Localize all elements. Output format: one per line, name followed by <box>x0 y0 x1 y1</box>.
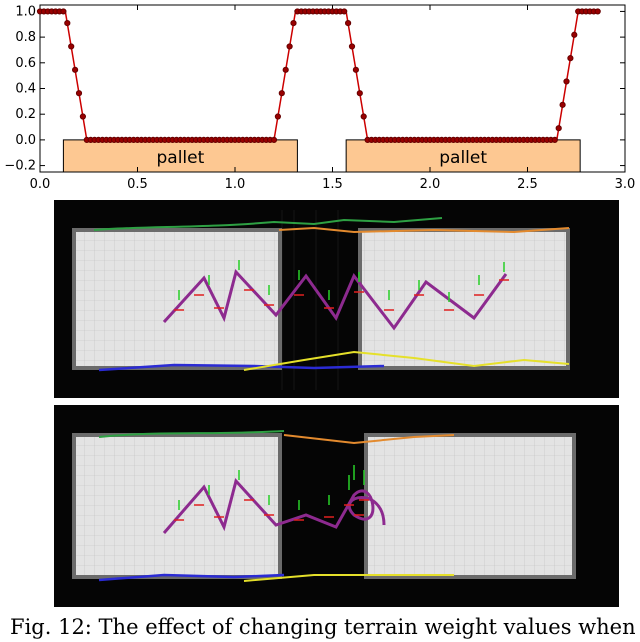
yellow-foot-trajectory <box>243 574 454 582</box>
y-tick-label-2: 0.2 <box>15 107 36 122</box>
data-point-79 <box>345 20 352 27</box>
data-point-143 <box>594 8 601 15</box>
blue-foot-trajectory <box>98 573 285 582</box>
figure-caption: Fig. 12: The effect of changing terrain … <box>10 615 635 639</box>
purple-body-trajectory <box>162 268 508 331</box>
x-tick-label-3: 1.5 <box>322 177 343 192</box>
gap-region <box>281 210 339 390</box>
pallet-label-1: pallet <box>157 148 205 168</box>
data-point-136 <box>567 55 574 62</box>
orientation-markers <box>174 465 369 521</box>
y-tick-label-1: 0.0 <box>15 133 36 148</box>
orange-foot-trajectory <box>278 226 570 234</box>
data-point-60 <box>270 136 278 143</box>
orange-foot-trajectory <box>283 434 455 445</box>
terrain-map-bottom <box>54 405 619 607</box>
data-point-62 <box>278 90 285 97</box>
pallet-box-1 <box>62 139 298 173</box>
data-point-132 <box>551 136 558 143</box>
y-tick-label-5: 0.8 <box>15 30 36 45</box>
data-point-8 <box>68 43 75 50</box>
data-point-61 <box>274 113 281 120</box>
green-foot-trajectory <box>98 430 285 438</box>
x-tick-label-2: 1.0 <box>225 177 246 192</box>
x-tick-label-6: 3.0 <box>615 177 636 192</box>
data-point-63 <box>282 66 289 73</box>
purple-body-trajectory <box>162 477 386 534</box>
data-point-10 <box>75 90 83 97</box>
data-point-135 <box>563 78 570 85</box>
data-point-65 <box>290 20 297 27</box>
terrain-weight-chart: pallet pallet 0.0 0.5 1.0 1.5 2.0 2.5 3.0 −0.2 0.0… <box>4 4 636 192</box>
data-point-82 <box>356 90 363 97</box>
data-point-11 <box>79 113 87 120</box>
data-point-83 <box>360 113 367 120</box>
data-point-133 <box>555 125 562 132</box>
pallet-label-2: pallet <box>439 148 487 168</box>
terrain-map-top <box>54 200 619 398</box>
orientation-markers <box>174 260 509 311</box>
data-point-80 <box>348 43 356 50</box>
pallet-box-2 <box>345 139 581 173</box>
x-tick-label-1: 0.5 <box>127 177 148 192</box>
data-point-137 <box>571 31 578 38</box>
data-point-7 <box>64 20 71 27</box>
data-point-6 <box>60 8 67 15</box>
y-tick-label-3: 0.4 <box>15 82 36 97</box>
blue-foot-trajectory <box>98 363 385 372</box>
data-point-64 <box>286 43 293 50</box>
y-tick-label-0: −0.2 <box>4 159 36 174</box>
y-tick-label-6: 1.0 <box>15 4 36 19</box>
x-tick-label-0: 0.0 <box>30 177 51 192</box>
data-point-81 <box>352 66 359 73</box>
x-tick-label-4: 2.0 <box>420 177 441 192</box>
x-tick-label-5: 2.5 <box>517 177 538 192</box>
green-foot-trajectory <box>93 217 443 231</box>
data-point-78 <box>341 8 348 15</box>
yellow-foot-trajectory <box>243 350 570 371</box>
y-tick-label-4: 0.6 <box>15 56 36 71</box>
series-line-0 <box>40 10 600 141</box>
data-point-9 <box>72 66 79 73</box>
data-point-134 <box>559 101 566 108</box>
